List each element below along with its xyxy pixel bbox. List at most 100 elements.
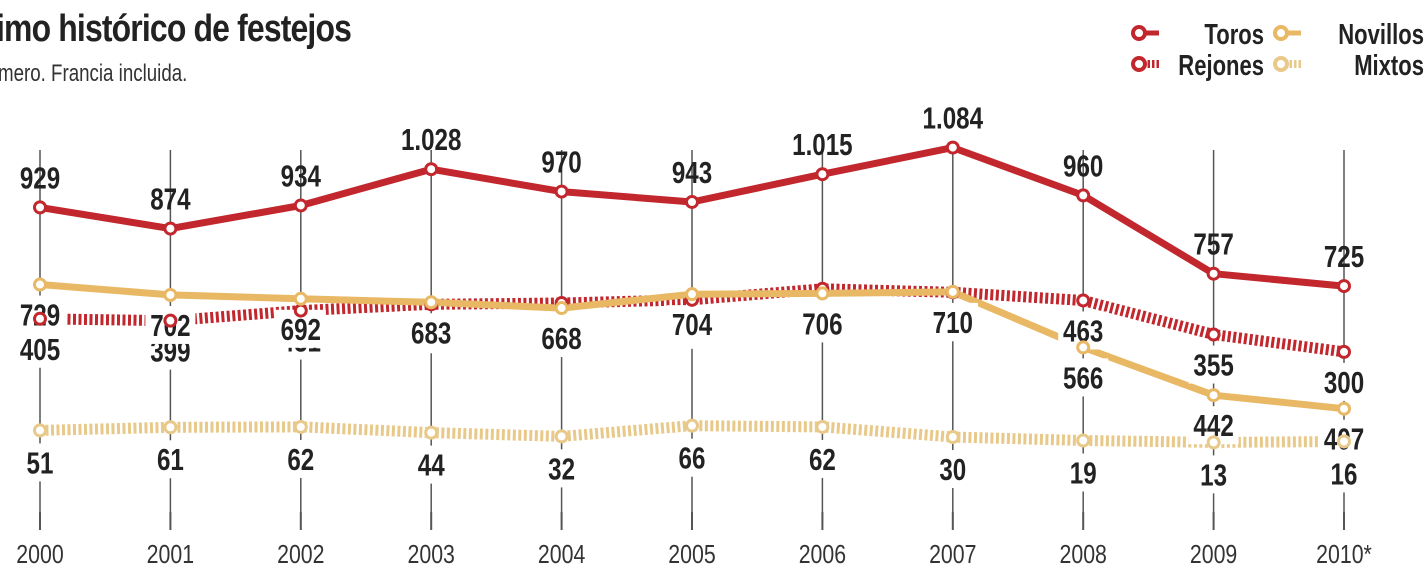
data-label-bg-mixtos-2002 — [282, 439, 319, 478]
data-label-bg-rejones-2009 — [1188, 345, 1239, 384]
data-point-novillos-2002 — [293, 291, 308, 306]
data-label-toros-2006: 1.015 — [792, 127, 852, 162]
data-label-bg-mixtos-2010* — [1326, 454, 1362, 493]
chart-subtitle: mero. Francia incluida. — [0, 60, 188, 87]
data-label-bg-novillos-2004 — [536, 319, 587, 358]
data-point-mixtos-2009 — [1206, 435, 1221, 450]
data-label-mixtos-2000: 51 — [27, 446, 54, 481]
data-point-toros-2003 — [424, 162, 439, 177]
data-label-bg-mixtos-2004 — [543, 449, 580, 488]
x-tick-label-2001: 2001 — [147, 540, 194, 566]
data-label-novillos-2008: 566 — [1063, 361, 1103, 396]
data-label-toros-2005: 943 — [672, 155, 712, 190]
x-tick-label-2005: 2005 — [668, 540, 715, 566]
data-label-novillos-2004: 668 — [541, 321, 581, 356]
data-label-mixtos-2010*: 16 — [1331, 457, 1358, 492]
x-tick-label-2009: 2009 — [1190, 540, 1237, 566]
data-label-novillos-2005: 704 — [672, 307, 713, 342]
data-point-novillos-2006 — [815, 286, 830, 301]
data-label-toros-2003: 1.028 — [401, 122, 461, 157]
data-label-toros-2004: 970 — [541, 145, 581, 180]
data-point-toros-2001 — [163, 221, 178, 236]
data-point-mixtos-2010* — [1337, 434, 1351, 449]
data-point-rejones-2009 — [1206, 327, 1221, 342]
x-tick-label-2004: 2004 — [538, 540, 585, 566]
data-label-toros-2002: 934 — [281, 159, 322, 194]
data-point-toros-2008 — [1076, 188, 1091, 203]
legend-label-novillos: Novillos — [1338, 19, 1424, 51]
data-point-novillos-2004 — [554, 301, 569, 316]
data-point-rejones-2002 — [293, 303, 308, 318]
data-point-novillos-2007 — [945, 284, 960, 299]
data-label-toros-2009: 757 — [1193, 227, 1233, 262]
data-label-bg-mixtos-2003 — [413, 445, 450, 484]
data-label-bg-novillos-2008 — [1058, 358, 1109, 397]
legend-marker-toros — [1131, 25, 1147, 41]
x-tick-label-2008: 2008 — [1059, 540, 1106, 566]
series-line-mixtos — [39, 420, 1345, 448]
data-point-toros-2007 — [945, 140, 960, 155]
data-label-mixtos-2001: 61 — [157, 442, 184, 477]
data-label-bg-rejones-2000 — [15, 329, 65, 368]
data-point-toros-2010* — [1337, 279, 1351, 294]
data-label-toros-2008: 960 — [1063, 149, 1103, 184]
x-tick-label-2002: 2002 — [277, 540, 324, 566]
data-label-bg-rejones-2010* — [1319, 362, 1369, 401]
data-point-mixtos-2006 — [815, 419, 830, 434]
data-label-bg-mixtos-2001 — [152, 440, 189, 479]
data-point-novillos-2000 — [33, 277, 47, 292]
data-point-novillos-2005 — [685, 287, 699, 302]
data-point-rejones-2008 — [1076, 293, 1091, 308]
data-label-rejones-2009: 355 — [1193, 348, 1233, 383]
legend-marker-rejones — [1131, 56, 1147, 72]
data-point-toros-2009 — [1206, 266, 1221, 281]
data-label-novillos-2007: 710 — [933, 305, 973, 340]
data-point-novillos-2008 — [1076, 340, 1091, 355]
data-point-rejones-2000 — [33, 311, 47, 326]
x-tick-label-2007: 2007 — [929, 540, 976, 566]
x-tick-label-2003: 2003 — [407, 540, 454, 566]
data-point-toros-2004 — [554, 184, 569, 199]
x-tick-label-2000: 2000 — [16, 540, 63, 566]
data-point-mixtos-2003 — [424, 425, 439, 440]
data-label-mixtos-2002: 62 — [287, 442, 314, 477]
data-label-novillos-2006: 706 — [802, 307, 842, 342]
data-label-mixtos-2006: 62 — [809, 442, 836, 477]
data-label-rejones-2010*: 300 — [1324, 365, 1364, 400]
data-point-mixtos-2001 — [163, 420, 178, 435]
data-label-bg-novillos-2003 — [406, 313, 457, 352]
chart-title: imo histórico de festejos — [0, 8, 352, 50]
data-point-mixtos-2002 — [293, 419, 308, 434]
data-point-mixtos-2004 — [554, 429, 569, 444]
legend-marker-mixtos — [1273, 56, 1289, 72]
x-tick-label-2006: 2006 — [799, 540, 846, 566]
data-point-mixtos-2008 — [1076, 433, 1091, 448]
data-label-toros-2000: 929 — [20, 161, 60, 196]
legend-label-mixtos: Mixtos — [1354, 50, 1424, 82]
data-point-novillos-2009 — [1206, 388, 1221, 403]
data-label-bg-novillos-2006 — [797, 304, 848, 343]
data-point-novillos-2010* — [1337, 401, 1351, 416]
series-line-rejones — [39, 283, 1345, 358]
data-label-bg-mixtos-2006 — [804, 439, 841, 478]
data-point-rejones-2001 — [163, 313, 178, 328]
data-label-bg-mixtos-2008 — [1065, 453, 1102, 492]
data-label-mixtos-2004: 32 — [548, 452, 575, 487]
data-label-bg-mixtos-2000 — [22, 443, 58, 482]
data-label-mixtos-2005: 66 — [679, 441, 706, 476]
data-point-novillos-2001 — [163, 287, 178, 302]
data-label-mixtos-2007: 30 — [939, 452, 966, 487]
data-point-toros-2002 — [293, 198, 308, 213]
legend-label-rejones: Rejones — [1178, 50, 1264, 82]
data-label-bg-novillos-2005 — [667, 305, 717, 344]
data-point-mixtos-2007 — [945, 430, 960, 445]
data-label-toros-2007: 1.084 — [923, 101, 984, 136]
data-label-rejones-2000: 405 — [20, 332, 60, 367]
data-label-bg-novillos-2007 — [927, 302, 978, 341]
data-label-bg-mixtos-2007 — [934, 450, 971, 489]
data-label-mixtos-2009: 13 — [1200, 458, 1227, 493]
data-point-toros-2005 — [685, 194, 699, 209]
data-label-bg-mixtos-2005 — [674, 438, 710, 477]
